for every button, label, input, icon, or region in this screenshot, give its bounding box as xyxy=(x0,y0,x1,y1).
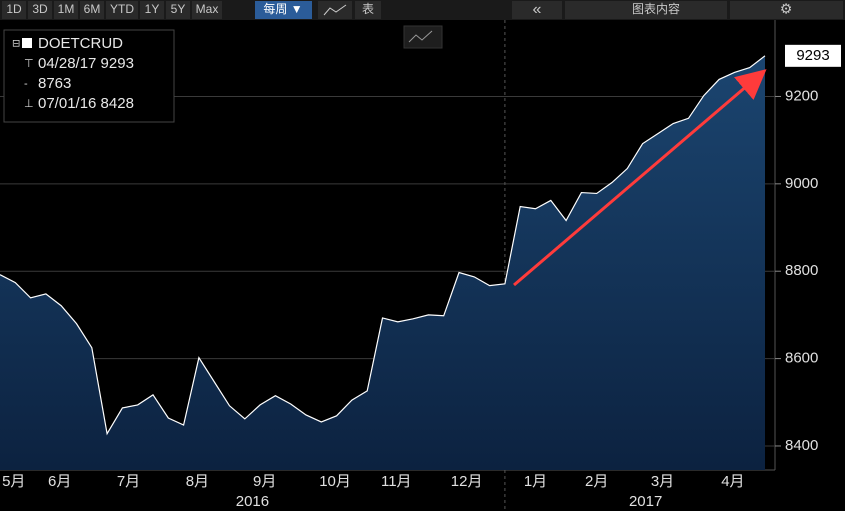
x-tick-label: 6月 xyxy=(48,473,71,490)
line-icon xyxy=(323,4,347,16)
range-label: 5Y xyxy=(171,2,186,16)
back-button[interactable] xyxy=(512,1,562,19)
legend-icon: - xyxy=(24,78,28,90)
x-tick-label: 4月 xyxy=(721,473,744,490)
range-label: 1D xyxy=(6,2,22,16)
x-tick-label: 3月 xyxy=(651,473,674,490)
content-label: 图表内容 xyxy=(632,1,680,16)
content-button[interactable] xyxy=(565,1,727,19)
line-button[interactable] xyxy=(318,1,352,19)
year-label: 2016 xyxy=(236,493,269,510)
range-button[interactable] xyxy=(140,1,164,19)
frequency-button[interactable] xyxy=(255,1,312,19)
legend-icon: ⊟ xyxy=(12,39,20,50)
legend-low: 07/01/16 8428 xyxy=(38,95,134,112)
legend-high: 04/28/17 9293 xyxy=(38,55,134,72)
last-price-label: 9293 xyxy=(796,47,829,64)
last-price-box xyxy=(785,44,841,67)
legend-average: 8763 xyxy=(38,75,71,92)
year-label: 2017 xyxy=(629,493,662,510)
range-button[interactable] xyxy=(166,1,190,19)
y-tick-label: 8400 xyxy=(785,437,818,454)
x-tick-label: 7月 xyxy=(117,473,140,490)
range-label: 3D xyxy=(32,2,48,16)
y-tick-label: 8800 xyxy=(785,262,818,279)
range-button[interactable] xyxy=(80,1,104,19)
x-tick-label: 1月 xyxy=(524,473,547,490)
range-button[interactable] xyxy=(28,1,52,19)
range-button[interactable] xyxy=(2,1,26,19)
range-label: 1Y xyxy=(145,2,160,16)
table-button[interactable] xyxy=(355,1,381,19)
range-label: YTD xyxy=(110,2,134,16)
x-tick-label: 10月 xyxy=(319,473,351,490)
area xyxy=(0,55,765,470)
line xyxy=(0,55,766,436)
y-tick-label: 9200 xyxy=(785,87,818,104)
legend-box xyxy=(3,29,175,123)
chart-type-button[interactable] xyxy=(403,25,443,49)
range-button[interactable] xyxy=(54,1,78,19)
x-tick-label: 8月 xyxy=(186,473,209,490)
settings-button[interactable] xyxy=(730,1,843,19)
x-tick-label: 9月 xyxy=(253,473,276,490)
plot: 8400 8600 8800 9000 9200 5月 6月 7月 8月 9月 10月 11月 12月 1… xyxy=(0,20,841,511)
frequency-label: 每周 ▼ xyxy=(263,1,302,16)
legend-swatch xyxy=(22,38,32,48)
x-tick-label: 5月 xyxy=(2,473,25,490)
back-label: « xyxy=(533,1,542,18)
table-label: 表 xyxy=(362,2,374,16)
settings-icon: ⚙ xyxy=(780,1,793,17)
range-button[interactable] xyxy=(106,1,138,19)
x-tick-label: 11月 xyxy=(381,473,412,490)
annotation-arrow xyxy=(513,69,767,287)
x-tick-label: 12月 xyxy=(451,473,483,490)
x-tick-label: 2月 xyxy=(585,473,608,490)
range-label: 1M xyxy=(58,2,75,16)
y-tick-label: 8600 xyxy=(785,350,818,367)
range-button[interactable] xyxy=(192,1,222,19)
toolbar-buttons: 1D 3D 1M 6M YTD 1Y 5Y Max 每周 ▼ 表 « 图表内容 ⚙ xyxy=(2,1,843,19)
range-label: 6M xyxy=(84,2,101,16)
range-label: Max xyxy=(196,2,219,16)
chart-type-icon xyxy=(408,30,433,43)
y-tick-label: 9000 xyxy=(785,175,818,192)
legend-icon: ⊤ xyxy=(24,58,34,70)
legend-ticker: DOETCRUD xyxy=(38,35,123,52)
legend-icon: ⊥ xyxy=(24,98,34,110)
